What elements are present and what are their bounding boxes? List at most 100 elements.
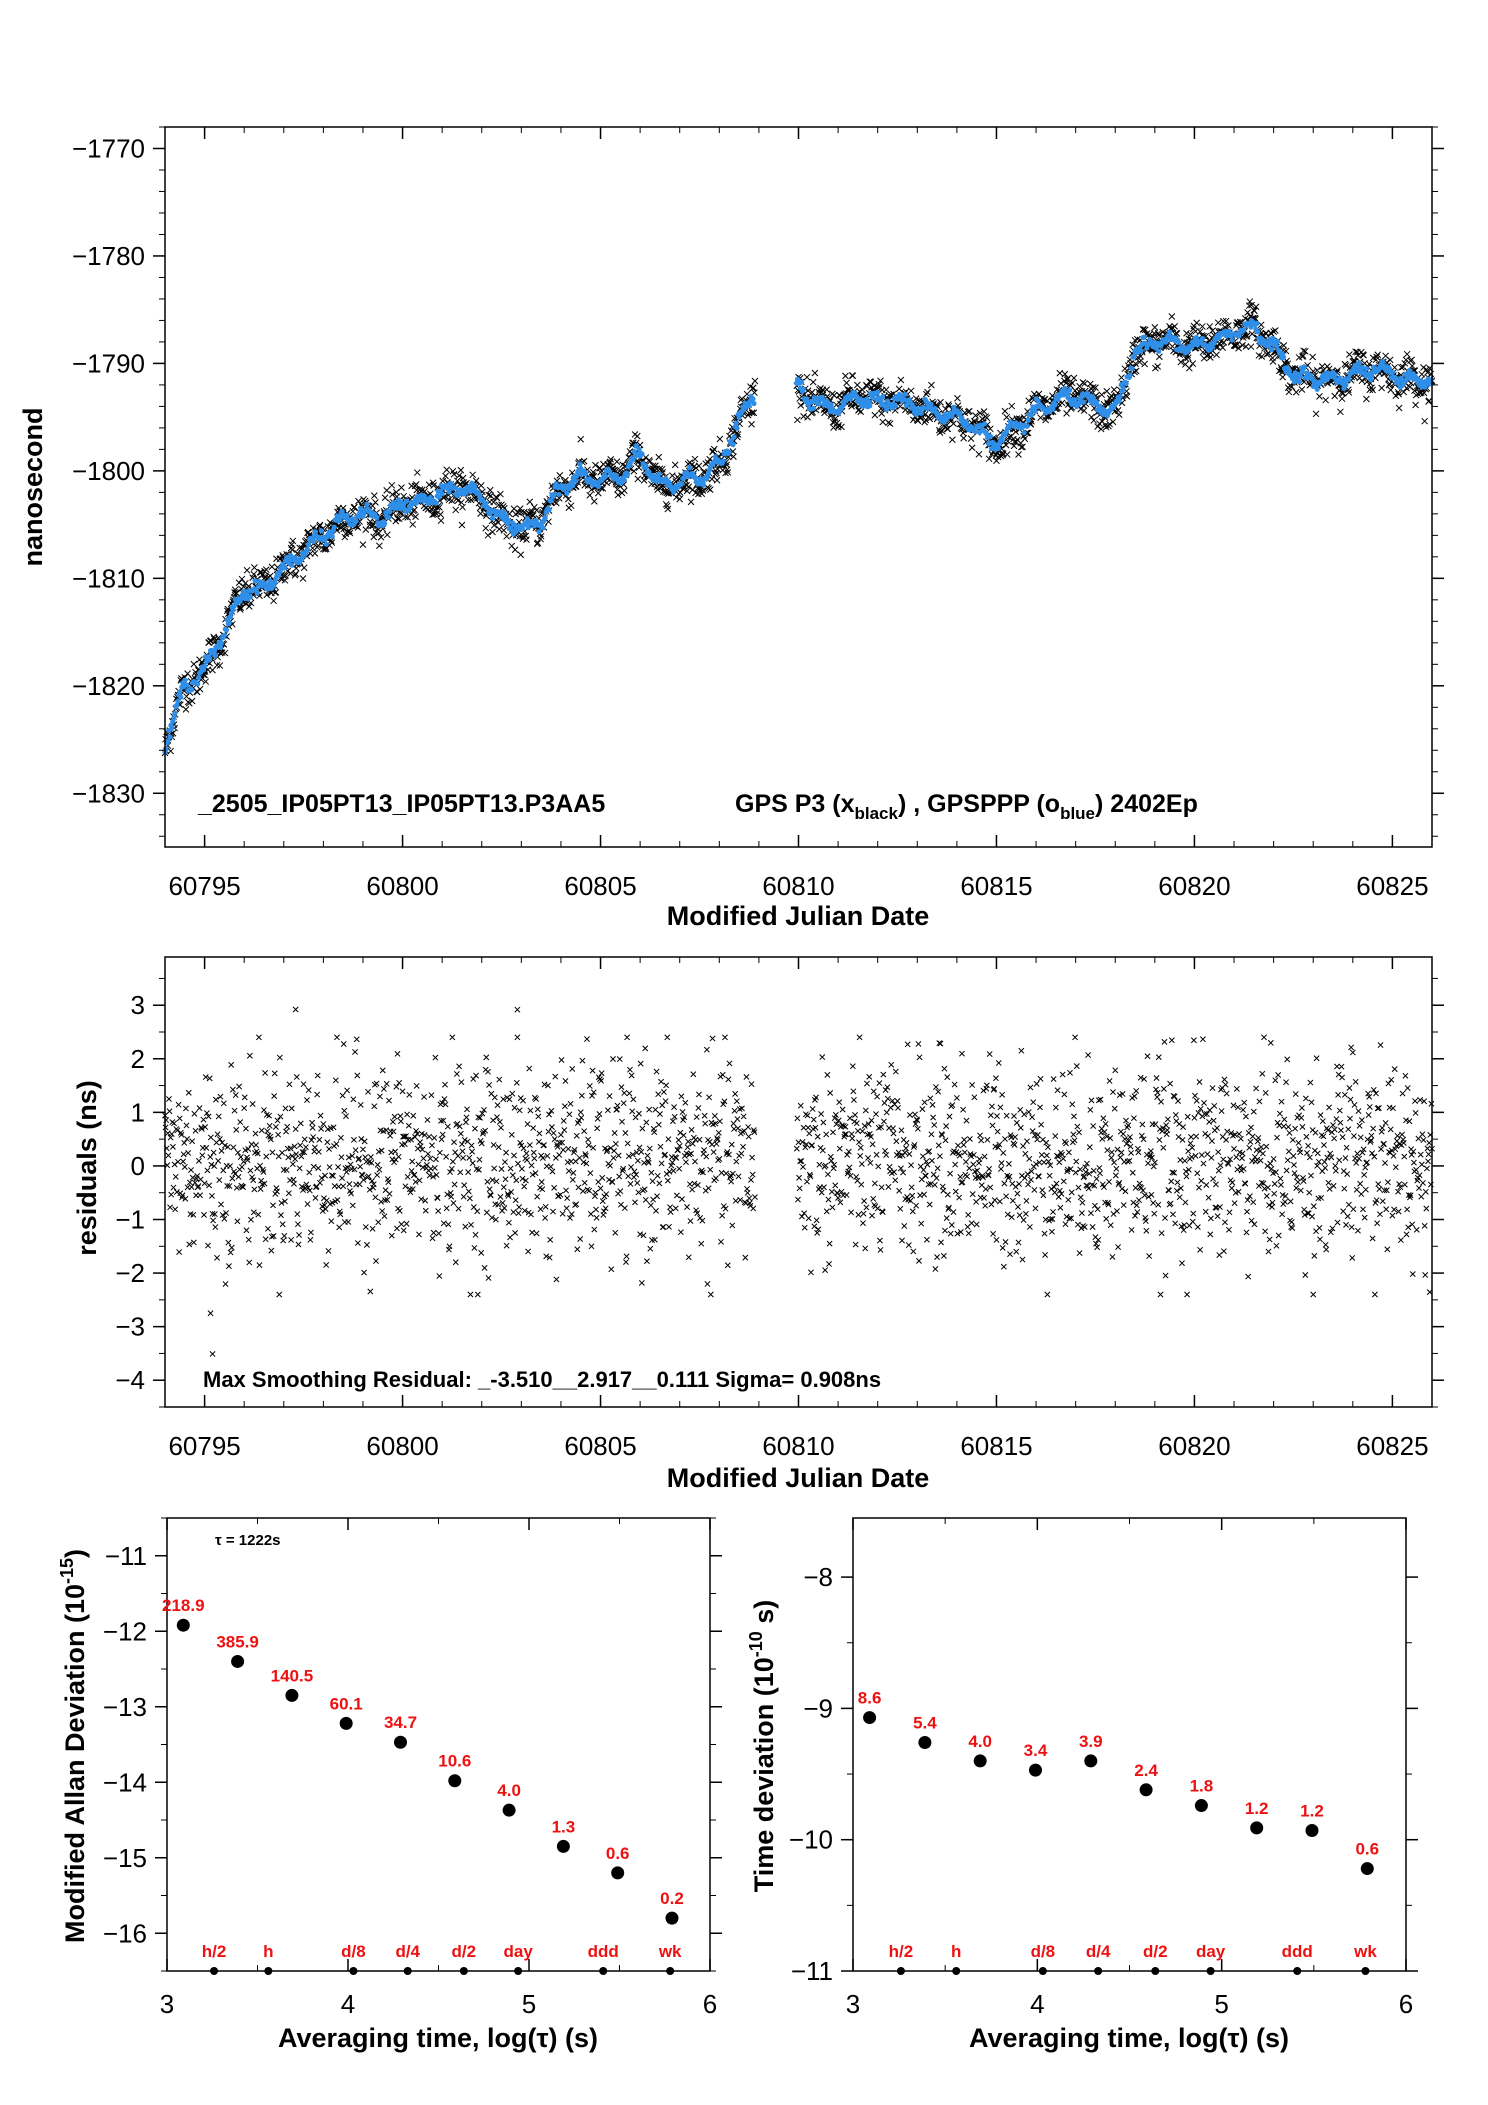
smoothed-point — [700, 482, 707, 488]
data-point — [877, 1246, 884, 1253]
data-point — [334, 1196, 341, 1203]
smoothed-point — [1052, 402, 1058, 408]
data-point — [588, 1243, 595, 1250]
data-point — [903, 1139, 910, 1146]
data-point — [924, 388, 931, 396]
data-point — [263, 1153, 270, 1160]
y-tick-label: −1800 — [72, 456, 145, 486]
data-point — [397, 1113, 404, 1120]
data-point — [390, 1128, 397, 1135]
smoothed-point — [1028, 412, 1034, 418]
data-point — [567, 502, 575, 510]
data-point — [242, 1125, 249, 1132]
data-point — [413, 469, 421, 476]
data-point — [682, 1099, 689, 1106]
data-point — [860, 1210, 867, 1217]
smoothed-point — [206, 656, 213, 662]
smoothed-point — [1116, 398, 1122, 404]
data-point — [577, 435, 585, 443]
smoothed-point — [733, 420, 739, 427]
smoothed-point — [1280, 354, 1287, 360]
data-point — [611, 1130, 618, 1136]
data-point — [1168, 313, 1176, 320]
data-point — [1154, 363, 1162, 370]
data-point — [683, 487, 691, 495]
data-point — [800, 1124, 807, 1131]
data-point — [811, 1223, 818, 1230]
data-point — [436, 1273, 443, 1279]
data-point — [1185, 364, 1193, 372]
data-point — [564, 1195, 571, 1202]
x-tick-label: 60825 — [1356, 871, 1428, 901]
smoothed-point — [1138, 348, 1144, 354]
data-point — [311, 550, 319, 557]
data-point — [432, 1054, 439, 1061]
data-point — [264, 1128, 271, 1135]
smoothed-point — [621, 477, 627, 483]
data-point — [629, 1108, 636, 1115]
smoothed-point — [364, 501, 370, 507]
data-point — [1209, 327, 1216, 334]
data-point — [341, 1107, 348, 1114]
data-point — [307, 1236, 314, 1243]
data-point — [701, 1147, 707, 1154]
data-point — [336, 1224, 343, 1231]
data-point — [167, 747, 175, 755]
data-point — [300, 564, 308, 572]
data-point — [743, 1073, 750, 1080]
data-point — [907, 387, 915, 395]
data-point — [167, 1204, 174, 1211]
data-point — [593, 1214, 600, 1221]
data-point — [430, 1229, 437, 1236]
data-point — [867, 1159, 874, 1166]
data-point — [805, 1215, 812, 1222]
data-point — [323, 1262, 330, 1268]
data-point — [263, 591, 271, 599]
data-point — [312, 1194, 319, 1201]
data-point — [804, 1178, 810, 1185]
data-point — [469, 1160, 476, 1167]
data-point — [396, 510, 404, 517]
data-point — [319, 1208, 326, 1214]
data-point — [986, 1165, 993, 1172]
data-point — [283, 1167, 290, 1174]
data-point — [690, 1071, 697, 1078]
data-point — [596, 1111, 603, 1117]
data-point — [231, 589, 238, 596]
data-point — [695, 462, 703, 470]
data-point — [563, 1187, 569, 1194]
data-point — [886, 420, 894, 428]
data-point — [281, 1232, 288, 1239]
data-point — [449, 1158, 456, 1165]
data-point — [638, 1279, 645, 1286]
data-point — [658, 1078, 665, 1085]
data-point — [328, 539, 336, 547]
smoothed-point — [304, 546, 311, 552]
data-point — [464, 496, 472, 504]
smoothed-point — [310, 538, 317, 545]
data-point — [612, 1229, 619, 1236]
data-point — [349, 507, 357, 515]
data-point — [726, 1060, 733, 1067]
data-point — [180, 1151, 187, 1158]
data-point — [213, 661, 221, 669]
data-point — [228, 1244, 235, 1251]
data-point — [857, 408, 865, 416]
data-point — [424, 1116, 431, 1123]
data-point — [750, 1205, 757, 1212]
data-point — [858, 1181, 865, 1188]
data-point — [903, 1145, 909, 1152]
smoothed-point — [1241, 327, 1247, 333]
data-point — [515, 509, 522, 516]
data-point — [626, 1066, 633, 1073]
data-point — [527, 1107, 534, 1114]
data-point — [852, 1241, 859, 1248]
smoothed-point — [1062, 385, 1068, 391]
data-point — [836, 1145, 843, 1152]
data-point — [980, 1087, 987, 1094]
data-point — [227, 1163, 234, 1170]
data-point — [565, 1168, 572, 1174]
data-point — [590, 498, 598, 505]
data-point — [370, 492, 378, 500]
data-point — [381, 494, 389, 502]
